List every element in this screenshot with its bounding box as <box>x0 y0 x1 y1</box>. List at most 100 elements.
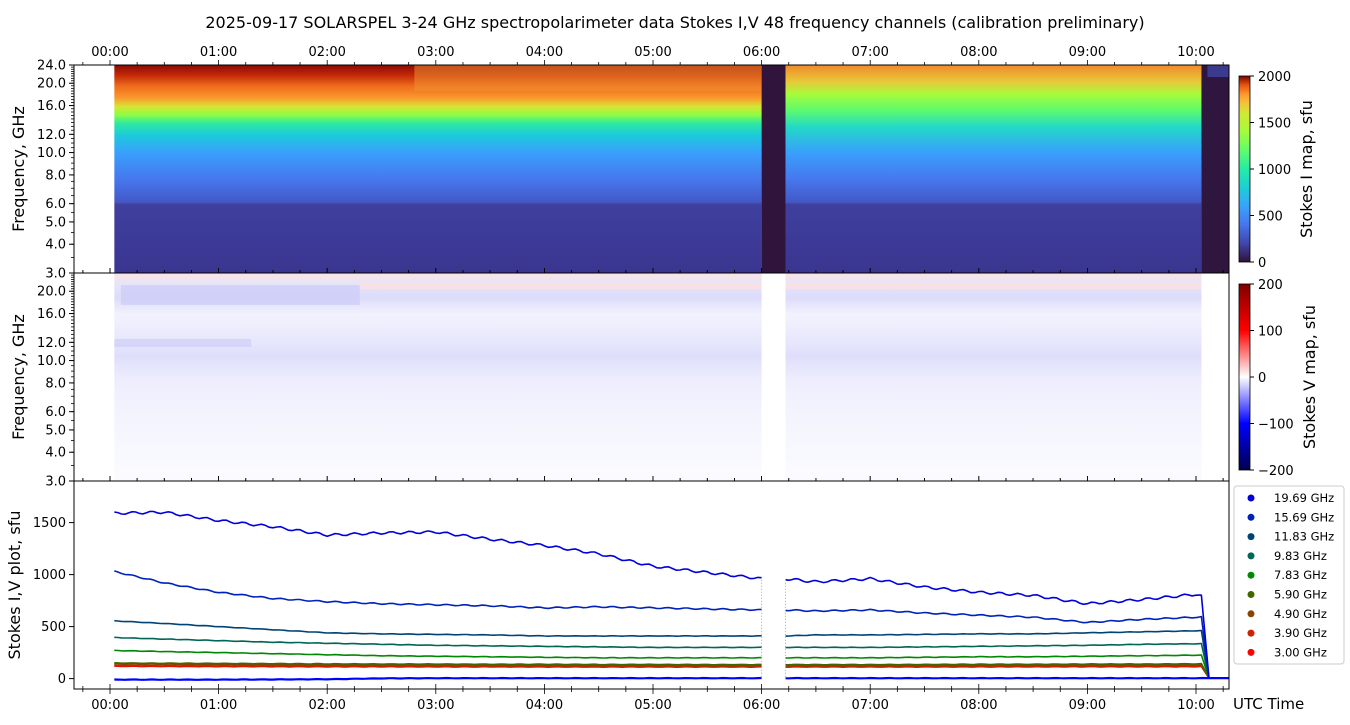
time-tick-label-bottom: 02:00 <box>308 698 345 713</box>
time-tick-label-bottom: 10:00 <box>1177 698 1214 713</box>
stokes-iv-panel-frame <box>73 480 1230 690</box>
legend-label: 4.90 GHz <box>1274 607 1327 621</box>
freq-tick-label: 4.0 <box>45 446 66 461</box>
colorbar-tick-label: 0 <box>1258 371 1266 386</box>
colorbar-tick-label: 0 <box>1258 256 1266 271</box>
freq-tick-label: 8.0 <box>45 168 66 183</box>
legend-marker <box>1247 571 1255 579</box>
series-line-15-69-GHz <box>114 570 1229 679</box>
freq-tick-label: 10.0 <box>37 146 66 161</box>
stokes-v-blob-upper <box>120 285 360 305</box>
time-tick-label-top: 02:00 <box>308 45 345 60</box>
time-tick-label-bottom: 08:00 <box>960 698 997 713</box>
series-line-4-90-GHz <box>114 663 1229 679</box>
time-tick-label-top: 03:00 <box>417 45 454 60</box>
time-tick-label-top: 06:00 <box>743 45 780 60</box>
chart-title: 2025-09-17 SOLARSPEL 3-24 GHz spectropol… <box>205 13 1144 32</box>
time-tick-label-bottom: 03:00 <box>417 698 454 713</box>
stokes-v-line <box>114 676 1229 681</box>
legend-label: 3.90 GHz <box>1274 626 1327 640</box>
freq-tick-label: 3.0 <box>45 267 66 282</box>
stokes-iv-plot-panel: 0 500 1000 1500 00:00 01:00 02:00 03:00 04:00 05… <box>5 476 1345 713</box>
freq-tick-label: 6.0 <box>45 197 66 212</box>
stokes-iv-lines <box>114 510 1229 681</box>
time-tick-label-bottom: 00:00 <box>91 698 128 713</box>
colorbar-tick-label: 100 <box>1258 325 1283 340</box>
stokes-i-colorbar-bar <box>1238 75 1251 263</box>
freq-tick-label: 16.0 <box>37 99 66 114</box>
time-tick-label-top: 10:00 <box>1177 45 1214 60</box>
series-line-11-83-GHz <box>114 619 1229 679</box>
flux-tick-label: 0 <box>58 672 66 687</box>
time-tick-label-bottom: 06:00 <box>743 698 780 713</box>
freq-tick-label: 10.0 <box>37 354 66 369</box>
stokes-i-colorbar: 0 500 1000 1500 2000 Stokes I map, sfu <box>1238 70 1316 271</box>
colorbar-tick-label: 1500 <box>1258 117 1291 132</box>
freq-tick-label: 16.0 <box>37 307 66 322</box>
plot-gap <box>762 541 785 681</box>
stokes-v-colorbar-bar <box>1238 283 1251 471</box>
x-axis-label: UTC Time <box>1233 695 1304 713</box>
series-line-19-69-GHz <box>114 510 1229 679</box>
colorbar-tick-label: 1000 <box>1258 163 1291 178</box>
flux-tick-label: 500 <box>41 620 66 635</box>
freq-tick-label: 5.0 <box>45 423 66 438</box>
freq-tick-label: 6.0 <box>45 405 66 420</box>
stokes-i-after-end-top <box>1207 65 1229 77</box>
legend-marker <box>1247 591 1255 598</box>
stokes-i-segment-1 <box>114 65 762 273</box>
legend-label: 5.90 GHz <box>1274 588 1327 602</box>
stokes-i-gap <box>761 65 786 273</box>
colorbar-tick-label: −200 <box>1258 464 1294 479</box>
stokes-v-map-panel: 3.0 4.0 5.0 6.0 8.0 10.0 12.0 16.0 20.0 Frequenc… <box>9 268 1319 490</box>
stokes-i-ylabel: Frequency, GHz <box>9 106 28 232</box>
time-tick-label-bottom: 05:00 <box>634 698 671 713</box>
freq-tick-label: 12.0 <box>37 336 66 351</box>
flux-tick-label: 1000 <box>33 568 66 583</box>
stokes-v-colorbar-label: Stokes V map, sfu <box>1300 305 1319 449</box>
freq-tick-label: 20.0 <box>37 77 66 92</box>
stokes-i-map-panel: 3.0 4.0 5.0 6.0 8.0 10.0 12.0 16.0 20.0 24.0 00:0… <box>9 45 1316 282</box>
legend-marker <box>1247 648 1255 656</box>
time-tick-label-bottom: 01:00 <box>200 698 237 713</box>
stokes-v-gap <box>761 273 786 481</box>
stokes-v-band-12ghz <box>114 339 252 347</box>
freq-tick-label: 5.0 <box>45 215 66 230</box>
legend-label: 11.83 GHz <box>1274 530 1334 544</box>
legend-marker <box>1247 513 1255 521</box>
time-tick-label-top: 00:00 <box>91 45 128 60</box>
time-tick-label-top: 01:00 <box>200 45 237 60</box>
time-tick-label-bottom: 09:00 <box>1069 698 1106 713</box>
colorbar-tick-label: −100 <box>1258 418 1294 433</box>
colorbar-tick-label: 500 <box>1258 210 1283 225</box>
series-line-3-90-GHz <box>114 664 1229 679</box>
freq-tick-label: 12.0 <box>37 128 66 143</box>
flux-tick-label: 1500 <box>33 516 66 531</box>
stokes-i-after-end <box>1201 65 1229 273</box>
time-tick-label-top: 09:00 <box>1069 45 1106 60</box>
series-line-9-83-GHz <box>114 636 1229 679</box>
legend-marker <box>1247 629 1255 637</box>
time-tick-label-top: 05:00 <box>634 45 671 60</box>
stokes-i-heatmap <box>114 65 1229 273</box>
stokes-i-colorbar-label: Stokes I map, sfu <box>1297 100 1316 238</box>
stokes-v-colorbar: −200 −100 0 100 200 Stokes V map, sfu <box>1238 278 1319 479</box>
legend: 19.69 GHz 15.69 GHz 11.83 GHz 9.83 GHz 7.83 … <box>1233 485 1345 665</box>
stokes-i-fade-band <box>414 65 762 91</box>
legend-label: 3.00 GHz <box>1274 645 1327 659</box>
freq-tick-label: 24.0 <box>37 59 66 74</box>
series-line-7-83-GHz <box>114 649 1229 679</box>
legend-box <box>1233 485 1345 665</box>
stokes-i-segment-2 <box>785 65 1202 273</box>
legend-label: 9.83 GHz <box>1274 549 1327 563</box>
time-tick-label-top: 04:00 <box>526 45 563 60</box>
stokes-iv-plot-background <box>74 481 1229 689</box>
legend-marker <box>1247 552 1255 560</box>
stokes-v-field <box>114 273 1202 481</box>
legend-label: 7.83 GHz <box>1274 568 1327 582</box>
freq-tick-label: 3.0 <box>45 475 66 490</box>
stokes-v-ylabel: Frequency, GHz <box>9 314 28 440</box>
series-line-5-90-GHz <box>114 662 1229 679</box>
time-tick-label-bottom: 07:00 <box>851 698 888 713</box>
